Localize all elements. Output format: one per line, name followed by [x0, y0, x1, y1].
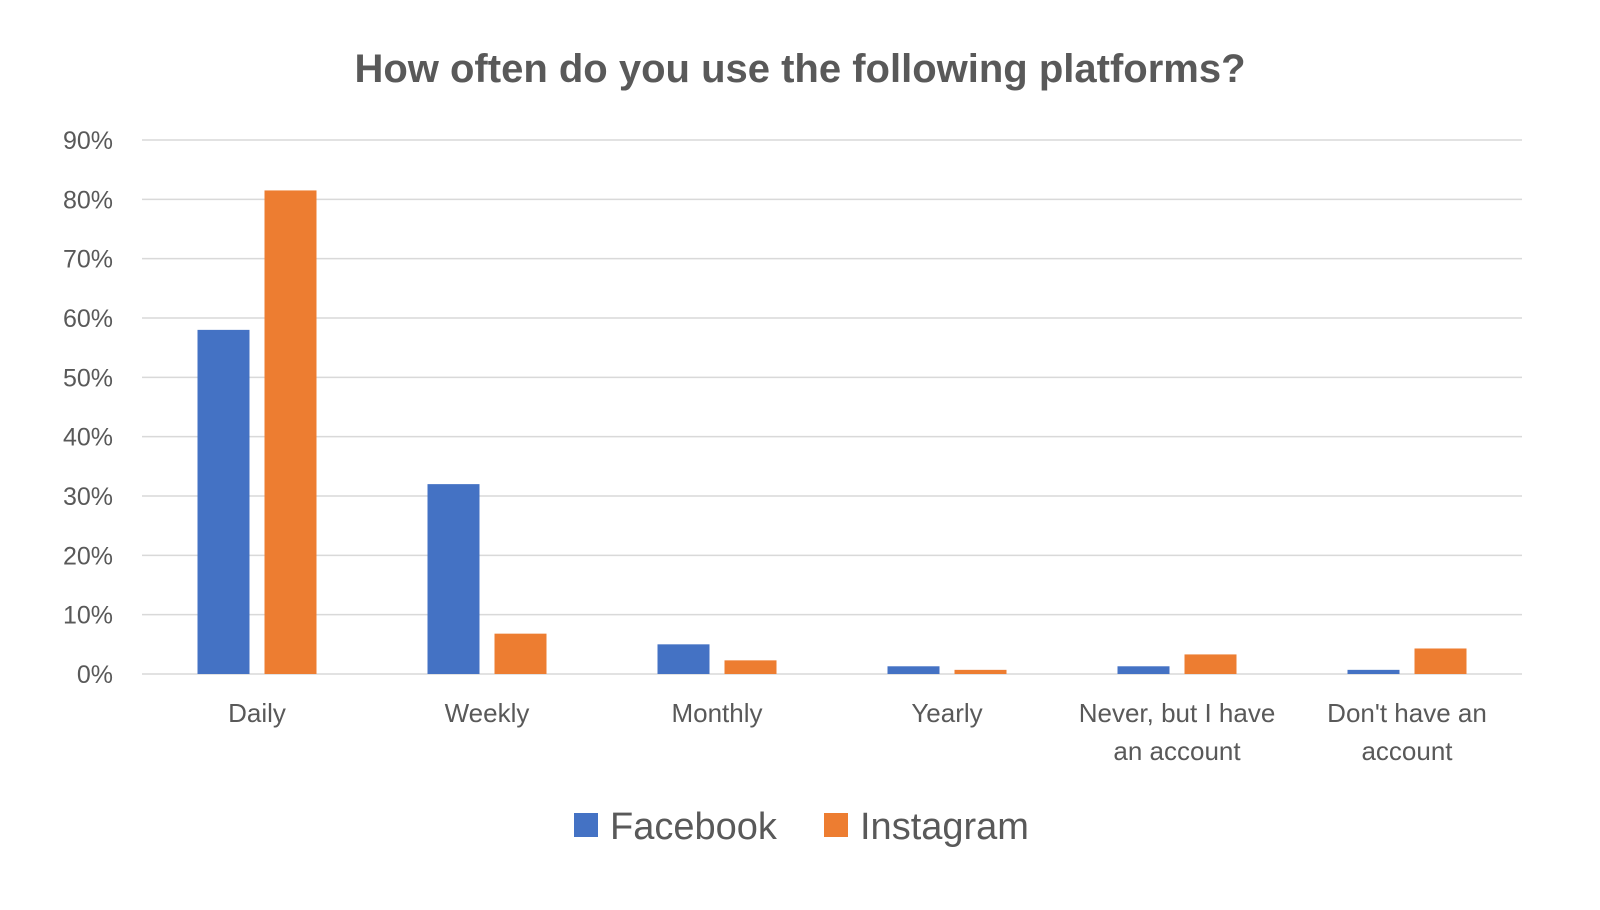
bar-instagram [1184, 654, 1237, 674]
x-category-label: Daily [228, 698, 286, 728]
x-category-label: Don't have an [1327, 698, 1487, 728]
x-category-label: an account [1113, 736, 1241, 766]
x-category-label: Never, but I have [1079, 698, 1276, 728]
bar-instagram [264, 190, 317, 674]
x-category-label: Yearly [911, 698, 982, 728]
bar-facebook [887, 666, 940, 674]
bar-facebook [657, 644, 710, 674]
x-axis-category-labels: Daily Weekly Monthly Yearly Never, but I hav… [228, 698, 1487, 766]
y-tick-label: 0% [77, 661, 113, 689]
y-tick-label: 50% [63, 364, 113, 392]
y-tick-label: 90% [63, 127, 113, 155]
bar-instagram [724, 660, 777, 674]
bar-instagram [1414, 648, 1467, 674]
bar-facebook [427, 484, 480, 674]
legend-swatch-instagram [824, 813, 848, 837]
chart-title: How often do you use the following platf… [354, 47, 1245, 91]
legend-label-facebook: Facebook [610, 806, 778, 848]
y-tick-label: 80% [63, 186, 113, 214]
y-tick-label: 30% [63, 483, 113, 511]
bars [197, 190, 1467, 674]
bar-facebook [1347, 669, 1400, 674]
bar-instagram [494, 633, 547, 674]
legend-label-instagram: Instagram [860, 806, 1029, 848]
y-tick-label: 10% [63, 602, 113, 630]
bar-facebook [1117, 666, 1170, 674]
y-axis-ticks: 0% 10% 20% 30% 40% 50% 60% 70% 80% 90% [63, 127, 113, 689]
x-category-label: Monthly [671, 698, 762, 728]
x-category-label: account [1361, 736, 1453, 766]
y-tick-label: 70% [63, 246, 113, 274]
legend-swatch-facebook [574, 813, 598, 837]
y-tick-label: 60% [63, 305, 113, 333]
x-category-label: Weekly [445, 698, 530, 728]
y-tick-label: 40% [63, 424, 113, 452]
bar-instagram [954, 669, 1007, 674]
gridlines [142, 139, 1522, 675]
bar-facebook [197, 329, 250, 674]
legend: Facebook Instagram [574, 806, 1029, 848]
y-tick-label: 20% [63, 542, 113, 570]
